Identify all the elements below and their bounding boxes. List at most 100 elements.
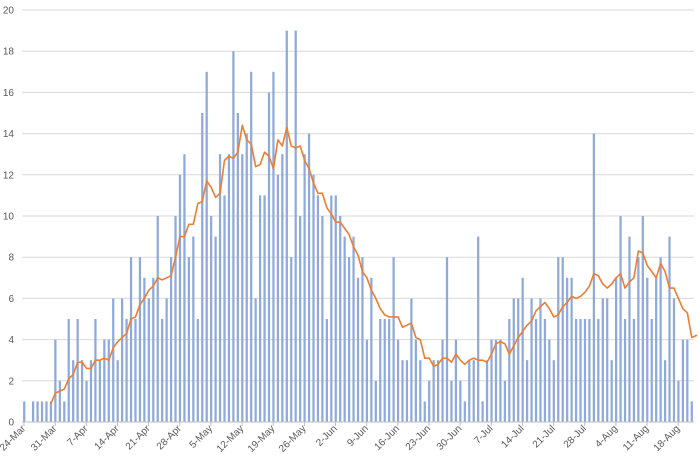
bar: [641, 216, 644, 422]
bar-series: [23, 30, 693, 423]
bar: [276, 174, 280, 422]
bar: [597, 319, 600, 422]
bar: [187, 257, 190, 422]
bar: [299, 216, 302, 422]
bar: [463, 401, 466, 422]
x-tick-label: 14-Jul: [500, 423, 527, 450]
bar: [401, 360, 404, 422]
bar: [655, 277, 658, 422]
bar: [343, 236, 346, 422]
bar: [236, 113, 239, 422]
bar: [227, 154, 231, 422]
bar: [681, 339, 684, 422]
bar: [459, 380, 462, 422]
bar: [196, 319, 199, 422]
bar: [517, 298, 520, 422]
bar: [579, 319, 582, 422]
bar: [165, 298, 168, 422]
bar: [468, 360, 471, 422]
bar: [405, 360, 409, 422]
bar: [45, 401, 48, 422]
bar: [312, 174, 315, 422]
bar: [619, 216, 622, 422]
bar: [610, 360, 613, 422]
bar: [379, 319, 382, 422]
bar: [574, 319, 578, 422]
bar: [112, 298, 115, 422]
bar: [352, 236, 355, 422]
x-tick-label: 7-Jul: [472, 423, 495, 446]
bar: [263, 195, 266, 422]
bar: [454, 339, 458, 422]
y-tick-label: 2: [8, 376, 14, 387]
bar: [494, 339, 498, 422]
x-tick-label: 16-Jun: [373, 423, 402, 452]
bar: [539, 298, 542, 422]
bar: [76, 319, 79, 422]
line-series-path: [50, 124, 698, 405]
bar: [201, 113, 204, 422]
bar: [566, 277, 569, 422]
bar: [32, 401, 35, 422]
x-tick-label: 2-Jun: [314, 423, 339, 448]
x-tick-label: 4-Aug: [593, 423, 620, 450]
bar: [570, 277, 573, 422]
x-tick-label: 28-Jul: [562, 423, 589, 450]
bar: [677, 380, 680, 422]
x-tick-label: 21-Apr: [124, 423, 153, 452]
bar: [223, 195, 226, 422]
line-series: [50, 124, 698, 405]
bar: [472, 360, 475, 422]
bar: [686, 339, 689, 422]
bar: [152, 277, 155, 422]
bar: [89, 360, 93, 422]
x-tick-label: 23-Jun: [404, 423, 433, 452]
bar: [40, 401, 44, 422]
bar: [72, 360, 75, 422]
bar: [450, 380, 453, 422]
bar: [98, 360, 101, 422]
bar: [232, 51, 235, 422]
bar: [258, 195, 262, 422]
bar: [129, 257, 133, 422]
bar: [592, 133, 595, 422]
y-tick-label: 12: [3, 170, 15, 181]
x-tick-label: 21-Jul: [531, 423, 558, 450]
bar: [690, 401, 693, 422]
bar: [410, 298, 413, 422]
bar: [526, 360, 529, 422]
bar: [161, 319, 164, 422]
bar: [254, 298, 257, 422]
bar: [668, 236, 671, 422]
x-tick-label: 14-Apr: [93, 423, 122, 452]
bar: [659, 257, 662, 422]
bar: [303, 154, 306, 422]
bar: [49, 401, 53, 422]
bar: [36, 401, 39, 422]
bar: [623, 319, 627, 422]
bar: [285, 30, 288, 422]
bar: [485, 360, 489, 422]
bar: [290, 257, 293, 422]
bar: [583, 319, 587, 422]
bar: [672, 298, 676, 422]
bar: [334, 195, 337, 422]
bar: [54, 339, 57, 422]
bar: [121, 298, 124, 422]
bar: [508, 319, 511, 422]
bar: [192, 236, 195, 422]
bar: [512, 298, 515, 422]
bar: [432, 360, 435, 422]
bar: [281, 154, 284, 422]
bar: [646, 277, 649, 422]
bar: [365, 339, 369, 422]
y-tick-label: 16: [3, 88, 15, 99]
gridlines: [22, 9, 694, 382]
bar: [392, 257, 395, 422]
x-axis-tick-labels: 24-Mar 31-Mar 7-Apr 14-Apr 21-Apr 28-Apr 5-May…: [0, 423, 682, 455]
bar: [628, 236, 631, 422]
bar: [490, 339, 493, 422]
x-tick-label: 5-May: [188, 423, 215, 450]
bar: [521, 277, 524, 422]
y-axis-tick-labels: 0 2 4 6 8 10 12 14 16 18 20: [3, 6, 15, 429]
